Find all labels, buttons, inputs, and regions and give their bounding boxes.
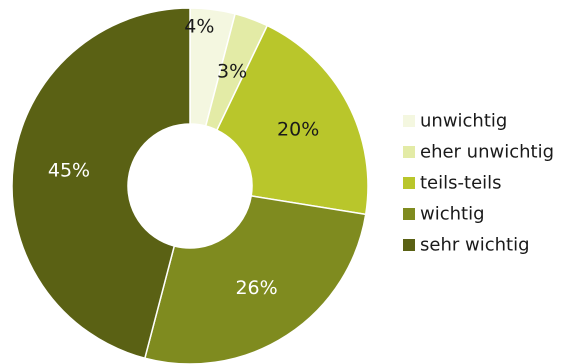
legend-item-sehr-wichtig: sehr wichtig: [403, 235, 530, 256]
legend-item-eher-unwichtig: eher unwichtig: [403, 142, 554, 163]
data-label-eher-unwichtig: 3%: [217, 61, 247, 83]
slice-sehr-wichtig: [11, 7, 191, 360]
donut-slices: [11, 7, 369, 364]
data-label-teils-teils: 20%: [277, 119, 319, 141]
legend-label: eher unwichtig: [420, 142, 554, 163]
legend-swatch: [403, 115, 415, 127]
data-label-sehr-wichtig: 45%: [48, 159, 90, 181]
data-label-wichtig: 26%: [235, 277, 277, 299]
legend-label: unwichtig: [420, 111, 507, 132]
data-label-unwichtig: 4%: [184, 15, 214, 37]
legend-item-wichtig: wichtig: [403, 204, 485, 225]
legend-swatch: [403, 146, 415, 158]
legend-item-unwichtig: unwichtig: [403, 111, 507, 132]
legend-swatch: [403, 239, 415, 251]
slice-teils-teils: [215, 24, 369, 216]
legend-label: teils-teils: [420, 173, 502, 194]
legend: unwichtig eher unwichtig teils-teils wichti…: [403, 111, 554, 256]
legend-item-teils-teils: teils-teils: [403, 173, 502, 194]
legend-swatch: [403, 177, 415, 189]
legend-label: sehr wichtig: [420, 235, 530, 256]
legend-swatch: [403, 208, 415, 220]
slice-labels: 4% 3% 20% 26% 45%: [48, 15, 319, 299]
legend-label: wichtig: [420, 204, 485, 225]
